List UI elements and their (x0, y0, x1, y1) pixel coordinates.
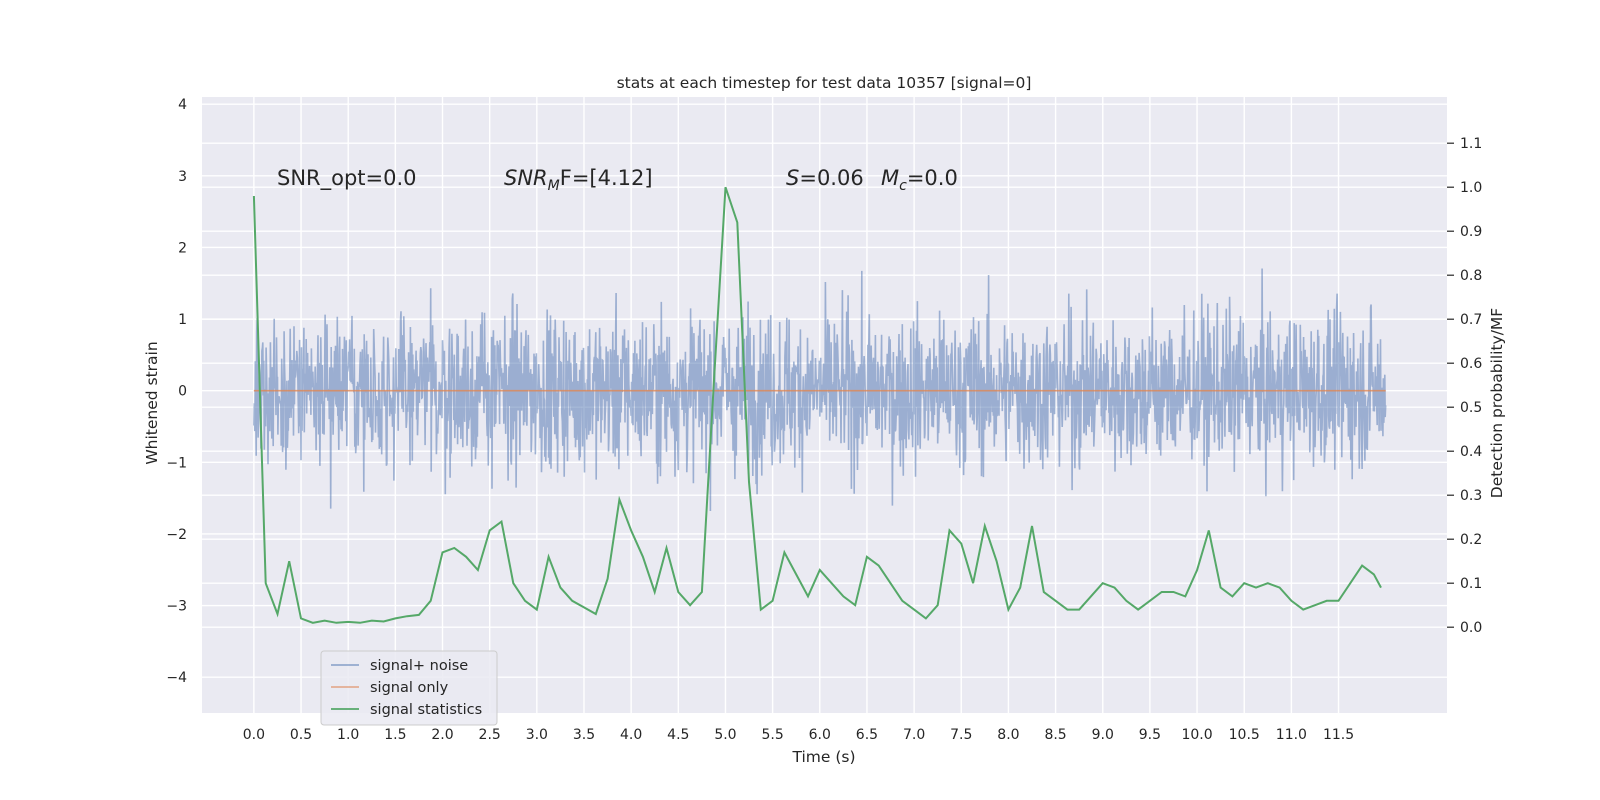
x-tick-label: 2.5 (479, 727, 501, 743)
x-tick-label: 9.0 (1092, 727, 1114, 743)
x-tick-label: 5.0 (714, 727, 736, 743)
y2-tick-label: 0.9 (1460, 224, 1482, 240)
snr-mf-sub: M (548, 178, 560, 194)
snr-mf-annotation: SNRMF=[4.12] (504, 166, 653, 194)
x-tick-label: 10.0 (1181, 727, 1212, 743)
signal-noise-line (253, 268, 1387, 512)
mc-value: =0.0 (907, 166, 958, 190)
legend-box (320, 650, 498, 726)
y2-axis-ticks: 1.1 1.0 0.9 0.8 0.7 0.6 0.5 0.4 0.3 0.2 0.1 0.0 (1447, 136, 1482, 636)
signal-noise-series (253, 268, 1387, 512)
y2-tick-label: 1.0 (1460, 180, 1482, 196)
y2-tick-label: 0.3 (1460, 488, 1482, 504)
mc-base: M (881, 166, 899, 190)
y2-tick-label: 0.0 (1460, 620, 1482, 636)
s-annotation: S=0.06 (786, 166, 864, 190)
x-tick-label: 9.5 (1139, 727, 1161, 743)
x-tick-label: 8.0 (997, 727, 1019, 743)
legend: signal+ noise signal only signal statist… (320, 650, 498, 726)
y-tick-label: 4 (178, 97, 187, 113)
y-axis-ticks: 4 3 2 1 0 −1 −2 −3 −4 (166, 97, 187, 686)
y-tick-label: −3 (166, 599, 187, 615)
legend-label-signal-statistics: signal statistics (370, 702, 482, 718)
y2-tick-label: 0.6 (1460, 356, 1482, 372)
y2-axis-label: Detection probability/MF (1488, 308, 1506, 499)
x-tick-label: 7.0 (903, 727, 925, 743)
legend-label-signal-only: signal only (370, 680, 449, 696)
s-symbol: S (786, 166, 799, 190)
snr-mf-base: SNR (504, 166, 548, 190)
x-tick-label: 0.0 (243, 727, 265, 743)
x-tick-label: 0.5 (290, 727, 312, 743)
mc-annotation: Mc=0.0 (881, 166, 958, 194)
signal-statistics-series (252, 186, 1382, 624)
x-tick-label: 4.0 (620, 727, 642, 743)
x-tick-label: 8.5 (1044, 727, 1066, 743)
x-tick-label: 1.5 (384, 727, 406, 743)
y-tick-label: 1 (178, 312, 187, 328)
snr-mf-rest: F=[4.12] (560, 166, 653, 190)
x-tick-label: 7.5 (950, 727, 972, 743)
x-axis-label: Time (s) (791, 748, 855, 766)
y2-tick-label: 0.4 (1460, 444, 1482, 460)
y-tick-label: −4 (166, 670, 187, 686)
y-tick-label: −2 (166, 527, 187, 543)
y2-tick-label: 0.1 (1460, 576, 1482, 592)
y2-tick-label: 0.2 (1460, 532, 1482, 548)
x-tick-label: 11.5 (1323, 727, 1354, 743)
x-tick-label: 6.5 (856, 727, 878, 743)
x-axis-ticks: 0.0 0.5 1.0 1.5 2.0 2.5 3.0 3.5 4.0 4.5 5.0 5.5 6.0 6… (243, 727, 1354, 743)
snr-opt-annotation: SNR_opt=0.0 (277, 166, 417, 191)
legend-label-signal-noise: signal+ noise (370, 658, 468, 674)
y-tick-label: 0 (178, 384, 187, 400)
x-tick-label: 4.5 (667, 727, 689, 743)
y2-tick-label: 1.1 (1460, 136, 1482, 152)
y2-tick-label: 0.5 (1460, 400, 1482, 416)
x-tick-label: 6.0 (809, 727, 831, 743)
x-tick-label: 3.5 (573, 727, 595, 743)
y-tick-label: 3 (178, 169, 187, 185)
x-tick-label: 2.0 (431, 727, 453, 743)
s-value: =0.06 (799, 166, 863, 190)
x-tick-label: 5.5 (761, 727, 783, 743)
x-tick-label: 11.0 (1276, 727, 1307, 743)
mc-sub: c (899, 178, 907, 194)
y2-tick-label: 0.8 (1460, 268, 1482, 284)
y-axis-label: Whitened strain (143, 341, 161, 464)
y-tick-label: 2 (178, 240, 187, 256)
signal-statistics-line (252, 186, 1382, 624)
x-tick-label: 10.5 (1229, 727, 1260, 743)
x-tick-label: 3.0 (526, 727, 548, 743)
y2-tick-label: 0.7 (1460, 312, 1482, 328)
y-tick-label: −1 (166, 455, 187, 471)
chart-title: stats at each timestep for test data 103… (617, 74, 1032, 92)
x-tick-label: 1.0 (337, 727, 359, 743)
